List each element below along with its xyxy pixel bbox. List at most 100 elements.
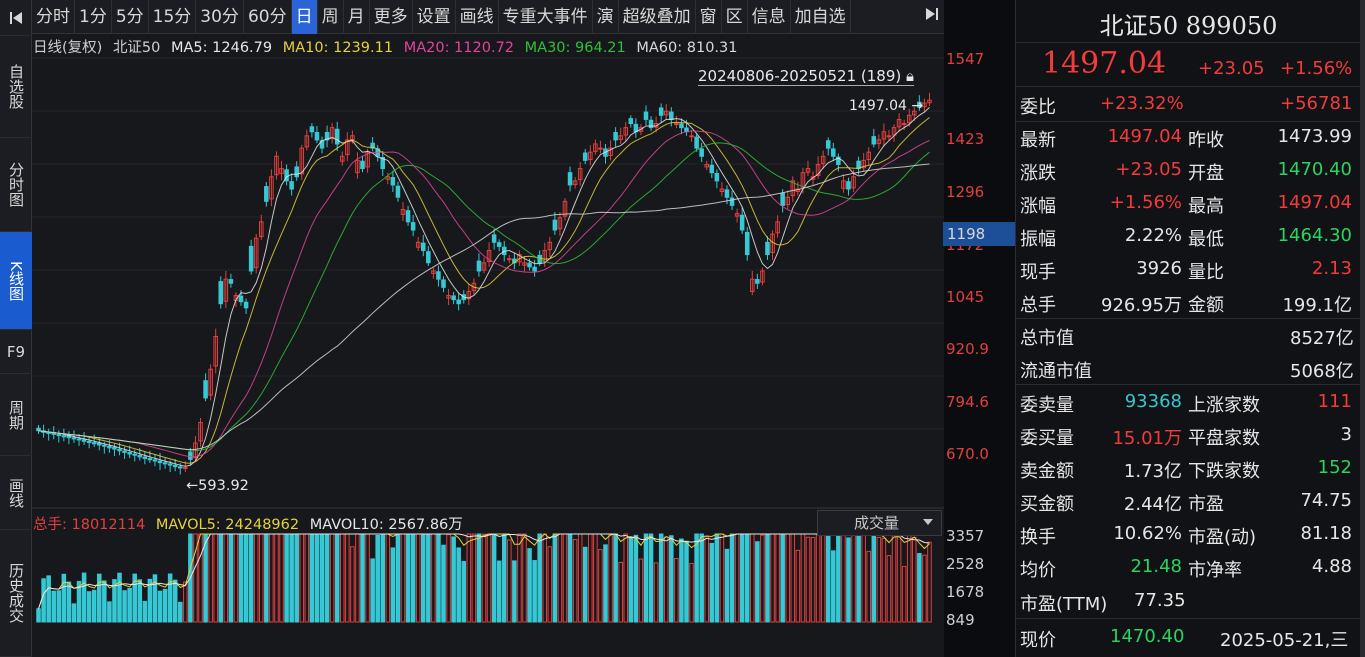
tab-period-11[interactable]: 画线 [456,0,499,34]
volume-bar [790,533,796,623]
candle-body [334,128,340,145]
sidebar-item-f9[interactable]: F9 [0,330,32,374]
volume-bar [431,533,436,623]
candle-body [593,143,598,152]
tab-period-18[interactable]: 加自选 [791,0,851,34]
sidebar-item-period[interactable]: 周期 [0,374,32,456]
tab-period-12[interactable]: 专重大事件 [499,0,593,34]
lock-icon[interactable]: 🔒︎ [906,67,914,85]
volume-bar [390,547,396,623]
tab-period-0[interactable]: 分时 [32,0,75,34]
price-tick: 1296 [946,183,985,201]
candle-body [750,278,755,292]
candle-body [927,99,932,104]
scrollbar[interactable] [1360,0,1365,657]
candle-body [891,127,897,136]
volume-bar [901,566,907,623]
tab-period-3[interactable]: 15分 [149,0,197,34]
sidebar-item-history[interactable]: 历史成交 [0,530,32,657]
tab-period-2[interactable]: 5分 [112,0,149,34]
tab-period-1[interactable]: 1分 [75,0,112,34]
candle-body [780,192,785,206]
volume-bar [663,536,669,623]
candle-body [532,266,537,272]
candle-body [436,271,441,280]
stats-l2-5: 金额 [1188,295,1224,316]
volume-bar [628,536,634,623]
tab-period-6[interactable]: 日 [291,0,318,34]
tab-period-7[interactable]: 周 [318,0,344,34]
candle-body [258,221,264,238]
candle-body [420,242,426,251]
stats2-l2-5: 市净率 [1188,560,1242,581]
candle-body [739,214,745,231]
tab-period-10[interactable]: 设置 [413,0,456,34]
candle-body [744,231,750,256]
volume-bar [861,533,866,623]
volume-bar [66,581,72,623]
stats2-v2-2: 152 [1317,457,1352,478]
tab-period-13[interactable]: 演 [593,0,619,34]
kline-chart[interactable] [32,34,944,657]
candle-body [841,180,846,189]
volume-bar [436,533,441,623]
sidebar-item-kline[interactable]: K线图 [0,232,32,330]
volume-bar [562,533,568,623]
volume-bar [112,579,117,623]
candle-body [466,290,472,300]
tab-period-14[interactable]: 超级叠加 [619,0,696,34]
date-range-label[interactable]: 20240806-20250521 (189) 🔒︎ [698,67,914,86]
sidebar-item-intraday[interactable]: 分时图 [0,138,32,232]
stats2-l2-1: 平盘家数 [1188,428,1260,449]
candle-body [760,270,765,283]
candle-body [906,114,912,124]
volume-bar [51,590,56,623]
candle-body [269,176,274,200]
volume-bar [91,589,97,623]
candle-body [188,451,193,460]
volume-bar [501,533,507,623]
tab-period-9[interactable]: 更多 [370,0,413,34]
volume-bar [198,533,203,623]
volume-bar [841,533,846,623]
ma5-label: MA5: 1246.79 [171,40,273,56]
stats-v1-4: 3926 [1136,258,1182,279]
candle-body [588,151,593,161]
price-tick: 1045 [946,288,985,306]
collapse-icon[interactable] [0,0,32,36]
indicator-select[interactable]: 成交量 [817,510,942,536]
volume-bar [755,541,760,623]
tab-period-4[interactable]: 30分 [196,0,244,34]
volume-bar [653,562,659,623]
volume-bar [162,588,168,623]
volume-bar [765,533,770,623]
volume-bar [709,542,715,623]
volume-bar [122,590,127,623]
tab-period-15[interactable]: 窗 [696,0,722,34]
stats2-l1-1: 委买量 [1020,428,1074,449]
candle-body [476,260,482,272]
volume-bar [355,533,360,623]
candle-body [253,237,259,269]
last-price-label: 现价 [1020,630,1056,651]
kline-chart-area[interactable] [32,34,944,657]
candle-body [846,181,851,190]
candle-body [623,127,629,136]
volume-bar [760,534,765,623]
tab-period-8[interactable]: 月 [344,0,370,34]
candle-body [820,155,826,165]
tab-period-17[interactable]: 信息 [748,0,791,34]
sidebar-item-drawing[interactable]: 画线 [0,456,32,530]
tab-period-5[interactable]: 60分 [244,0,292,34]
volume-bar [193,533,198,623]
candle-body [679,123,684,129]
tab-period-16[interactable]: 区 [722,0,748,34]
volume-bar [917,553,922,623]
collapse-toolbar-icon[interactable] [920,0,944,34]
volume-bar [557,533,563,623]
candle-body [395,185,401,198]
volume-bar [648,533,654,623]
sidebar-item-watchlist[interactable]: 自选股 [0,36,32,138]
volume-bar [582,546,588,623]
volume-bar [699,533,704,623]
